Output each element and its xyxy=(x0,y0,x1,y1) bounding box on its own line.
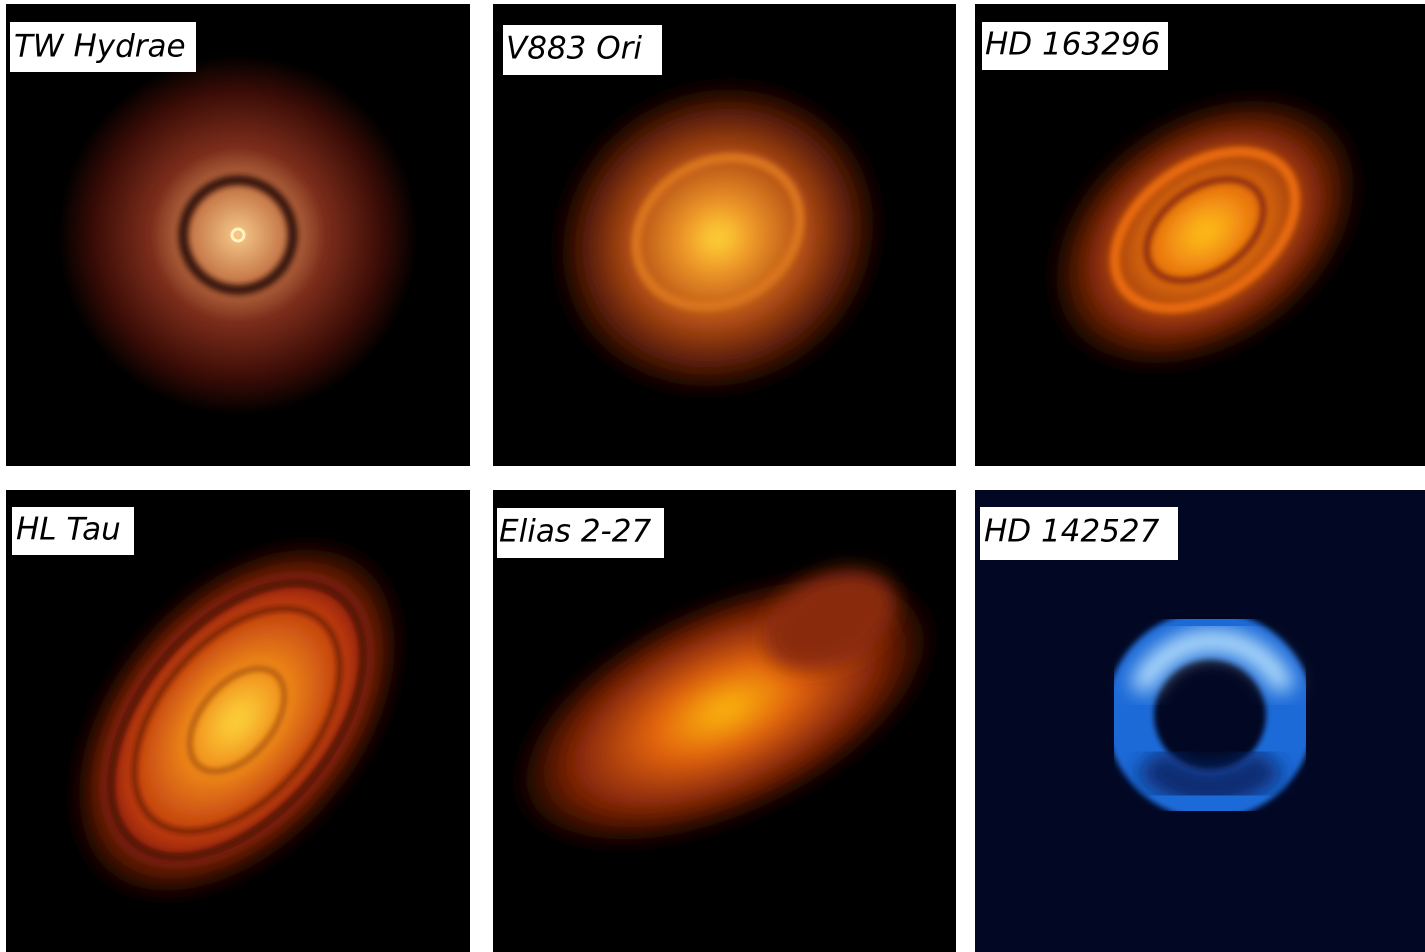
panel: TW Hydrae xyxy=(6,4,470,466)
disk xyxy=(58,55,418,415)
panel: Elias 2-27 xyxy=(477,490,974,952)
panel: HD 142527 xyxy=(975,490,1425,952)
panel-label: HD 142527 xyxy=(984,514,1160,550)
panel-label: TW Hydrae xyxy=(14,29,186,65)
disk-gallery: TW Hydrae V883 Ori HD 163296 HL Tau Elia… xyxy=(0,0,1425,952)
panel: V883 Ori xyxy=(493,4,956,466)
panel: HL Tau xyxy=(6,483,470,952)
panel-label: HL Tau xyxy=(16,512,121,548)
panel-label: V883 Ori xyxy=(506,31,642,67)
panel-label: Elias 2-27 xyxy=(499,514,651,550)
panel-label: HD 163296 xyxy=(985,27,1160,63)
panel: HD 163296 xyxy=(975,4,1425,466)
